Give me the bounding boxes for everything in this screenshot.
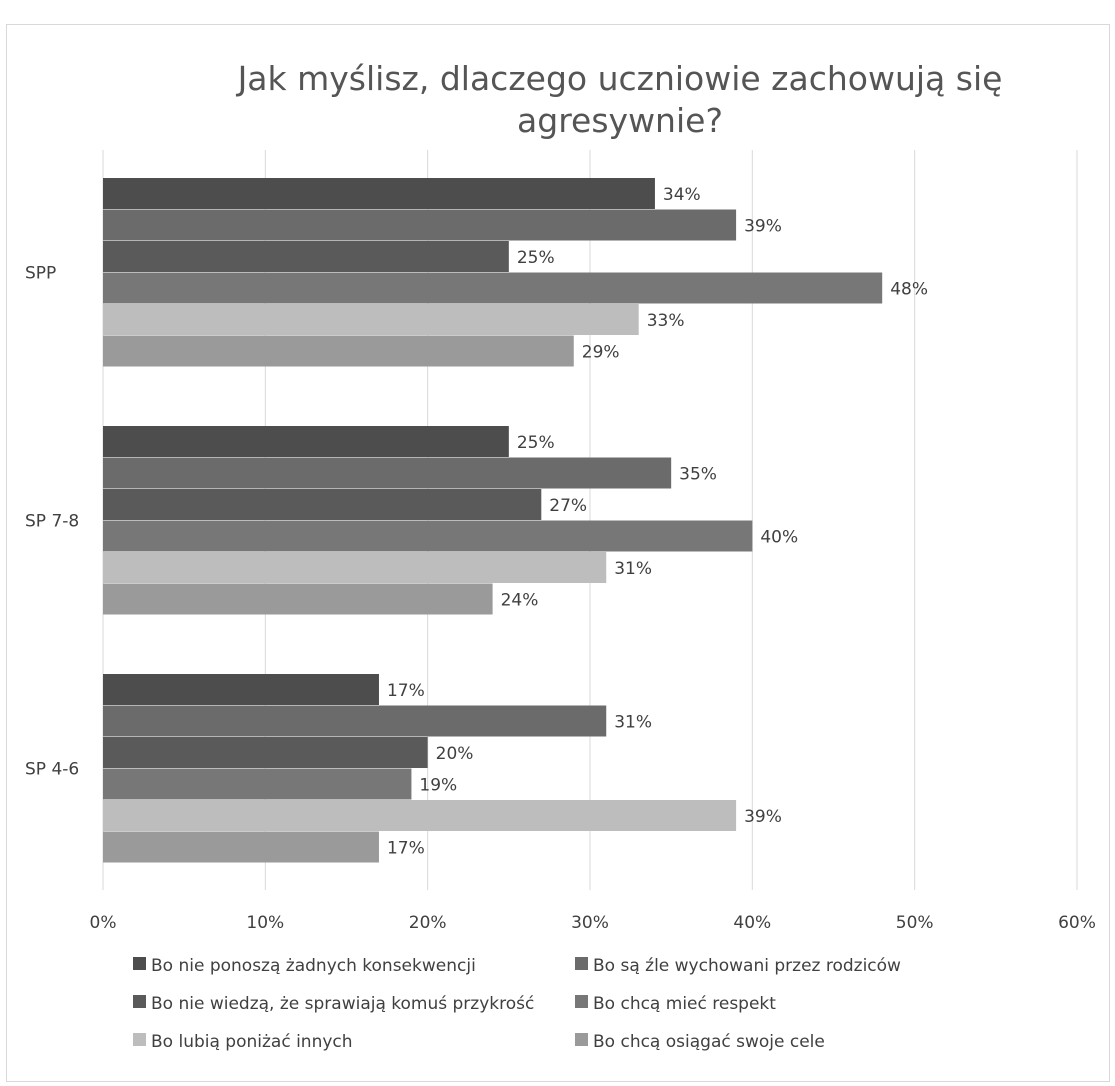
bar (103, 831, 379, 863)
chart-title-line-1: Jak myślisz, dlaczego uczniowie zachowuj… (236, 59, 1003, 98)
x-tick-label: 40% (733, 913, 771, 933)
data-label: 24% (501, 590, 539, 610)
x-tick-label: 50% (896, 913, 934, 933)
x-tick-label: 0% (90, 913, 117, 933)
x-tick-label: 20% (409, 913, 447, 933)
legend-label: Bo lubią poniżać innych (151, 1032, 353, 1052)
data-label: 29% (582, 342, 620, 362)
category-label: SP 4-6 (25, 760, 79, 780)
data-label: 48% (890, 279, 928, 299)
bar (103, 489, 542, 520)
legend-label: Bo chcą mieć respekt (593, 994, 776, 1014)
legend-item: Bo chcą mieć respekt (575, 994, 776, 1014)
bar (103, 705, 607, 737)
data-label: 25% (517, 248, 555, 268)
bar (103, 768, 412, 800)
bar (103, 520, 753, 552)
data-label: 19% (419, 775, 457, 795)
legend-item: Bo nie ponoszą żadnych konsekwencji (133, 956, 476, 976)
data-label: 31% (614, 712, 652, 732)
legend-label: Bo nie wiedzą, że sprawiają komuś przykr… (151, 994, 534, 1014)
data-label: 34% (663, 185, 701, 205)
data-label: 35% (679, 464, 717, 484)
legend: Bo nie ponoszą żadnych konsekwencji Bo są… (133, 956, 901, 1052)
legend-label: Bo chcą osiągać swoje cele (593, 1032, 825, 1052)
x-tick-label: 10% (246, 913, 284, 933)
chart-title-line-2: agresywnie? (517, 101, 723, 140)
legend-swatch (133, 1033, 146, 1046)
legend-label: Bo nie ponoszą żadnych konsekwencji (151, 956, 476, 976)
data-label: 27% (549, 496, 587, 516)
data-label: 20% (436, 744, 474, 764)
bar (103, 209, 737, 241)
bar (103, 674, 379, 705)
bar (103, 457, 672, 489)
data-label: 33% (647, 311, 685, 331)
data-labels: 34% 39% 25% 48% 33% 29% 25% 35% 27% 40% 31% 24% 17% 3… (387, 185, 928, 859)
data-label: 25% (517, 433, 555, 453)
category-label: SPP (25, 264, 56, 284)
x-tick-label: 60% (1058, 913, 1096, 933)
legend-item: Bo nie wiedzą, że sprawiają komuś przykr… (133, 994, 534, 1014)
data-label: 17% (387, 838, 425, 858)
legend-swatch (575, 1033, 588, 1046)
bar (103, 304, 639, 335)
legend-swatch (133, 957, 146, 970)
data-label: 39% (744, 216, 782, 236)
bars (103, 178, 883, 863)
legend-label: Bo są źle wychowani przez rodziców (593, 956, 901, 976)
bar (103, 552, 607, 583)
category-axis: SPP SP 7-8 SP 4-6 (25, 264, 79, 780)
data-label: 40% (760, 527, 798, 547)
value-axis: 0% 10% 20% 30% 40% 50% 60% (90, 913, 1096, 933)
legend-item: Bo są źle wychowani przez rodziców (575, 956, 901, 976)
data-label: 39% (744, 807, 782, 827)
chart-title: Jak myślisz, dlaczego uczniowie zachowuj… (236, 59, 1003, 140)
bar (103, 178, 655, 209)
bar (103, 272, 883, 304)
legend-swatch (133, 995, 146, 1008)
bar (103, 335, 574, 367)
category-label: SP 7-8 (25, 512, 79, 532)
bar (103, 737, 428, 768)
chart-frame (6, 24, 1110, 1082)
x-tick-label: 30% (571, 913, 609, 933)
legend-item: Bo lubią poniżać innych (133, 1032, 353, 1052)
bar (103, 583, 493, 615)
bar (103, 241, 509, 272)
bar (103, 426, 509, 457)
legend-swatch (575, 957, 588, 970)
legend-swatch (575, 995, 588, 1008)
bar (103, 800, 737, 831)
data-label: 31% (614, 559, 652, 579)
data-label: 17% (387, 681, 425, 701)
legend-item: Bo chcą osiągać swoje cele (575, 1032, 825, 1052)
